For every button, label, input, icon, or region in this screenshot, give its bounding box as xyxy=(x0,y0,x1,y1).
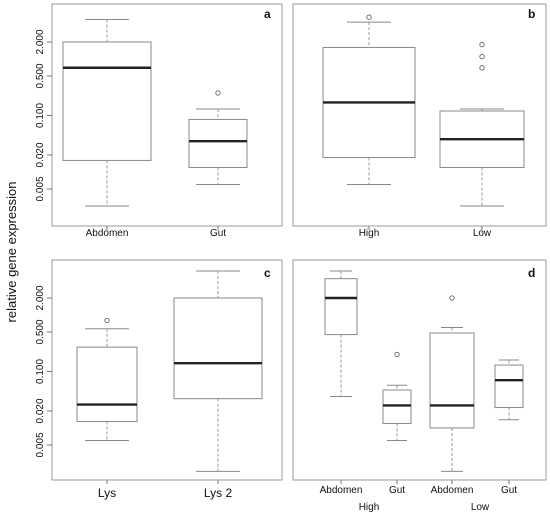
panel-frame xyxy=(292,3,547,227)
x-tick-label: Abdomen xyxy=(431,485,474,496)
iqr-box xyxy=(62,41,152,161)
panel-letter: a xyxy=(264,7,271,21)
y-tick-label: 0.500 xyxy=(35,63,46,88)
iqr-box xyxy=(188,118,248,168)
x-tick-label: Gut xyxy=(210,228,226,239)
outlier-point xyxy=(104,317,110,324)
outlier-point xyxy=(366,14,372,20)
y-tick-label: 0.020 xyxy=(35,398,46,423)
y-tick-label: 0.005 xyxy=(35,432,46,457)
y-tick-label: 2.000 xyxy=(35,29,46,54)
outlier-point xyxy=(394,351,400,358)
box-gut xyxy=(188,90,248,185)
box-abdomen xyxy=(324,270,358,398)
x-tick-label: Lys xyxy=(98,486,116,500)
x-tick-label: Low xyxy=(473,228,492,239)
panels-group: a 2.000 0.500 0.100 0.020 0.005 Abdomen Gut b Hig… xyxy=(35,3,547,513)
panel-c: c 2.000 0.500 0.100 0.020 0.005 Lys Lys 2 xyxy=(35,259,283,500)
panel-letter: d xyxy=(528,266,535,280)
outlier-point xyxy=(479,54,485,60)
x-tick-label: Lys 2 xyxy=(204,486,233,500)
box-abdomen xyxy=(429,295,475,472)
outlier-point xyxy=(449,295,455,301)
y-tick-label: 0.020 xyxy=(35,142,46,167)
y-tick-label: 0.100 xyxy=(35,359,46,384)
outlier-point xyxy=(479,65,485,71)
panel-b: b High Low xyxy=(292,3,547,239)
common-y-axis-label: relative gene expression xyxy=(4,182,19,323)
x-tick-label: High xyxy=(359,228,380,239)
box-lys xyxy=(76,317,138,441)
x-tick-label: Abdomen xyxy=(86,228,129,239)
panel-letter: b xyxy=(528,7,535,21)
box-gut xyxy=(494,359,524,421)
x-tick-label: Gut xyxy=(501,485,517,496)
iqr-box xyxy=(76,346,138,423)
iqr-box xyxy=(324,278,358,336)
y-tick-label: 2.000 xyxy=(35,285,46,310)
box-lys-2 xyxy=(173,270,263,472)
panel-frame xyxy=(51,259,283,481)
iqr-box xyxy=(429,332,475,429)
outlier-point xyxy=(215,90,221,96)
box-low xyxy=(439,41,525,207)
panel-letter: c xyxy=(264,266,271,280)
x-tick-label: Abdomen xyxy=(320,485,363,496)
panel-frame xyxy=(292,259,547,481)
group-label: High xyxy=(359,502,380,513)
y-tick-label: 0.005 xyxy=(35,176,46,201)
y-tick-label: 0.100 xyxy=(35,103,46,128)
y-tick-label: 0.500 xyxy=(35,319,46,344)
box-high xyxy=(322,14,416,185)
panel-a: a 2.000 0.500 0.100 0.020 0.005 Abdomen Gut xyxy=(35,3,283,239)
x-tick-label: Gut xyxy=(389,485,405,496)
iqr-box xyxy=(173,297,263,400)
box-abdomen xyxy=(62,19,152,207)
iqr-box xyxy=(382,389,412,424)
outlier-point xyxy=(479,41,485,48)
panel-d: d Abdomen Gut Abdomen Gut High Low xyxy=(292,259,547,513)
iqr-box xyxy=(494,364,524,409)
group-label: Low xyxy=(471,502,490,513)
box-gut xyxy=(382,351,412,441)
